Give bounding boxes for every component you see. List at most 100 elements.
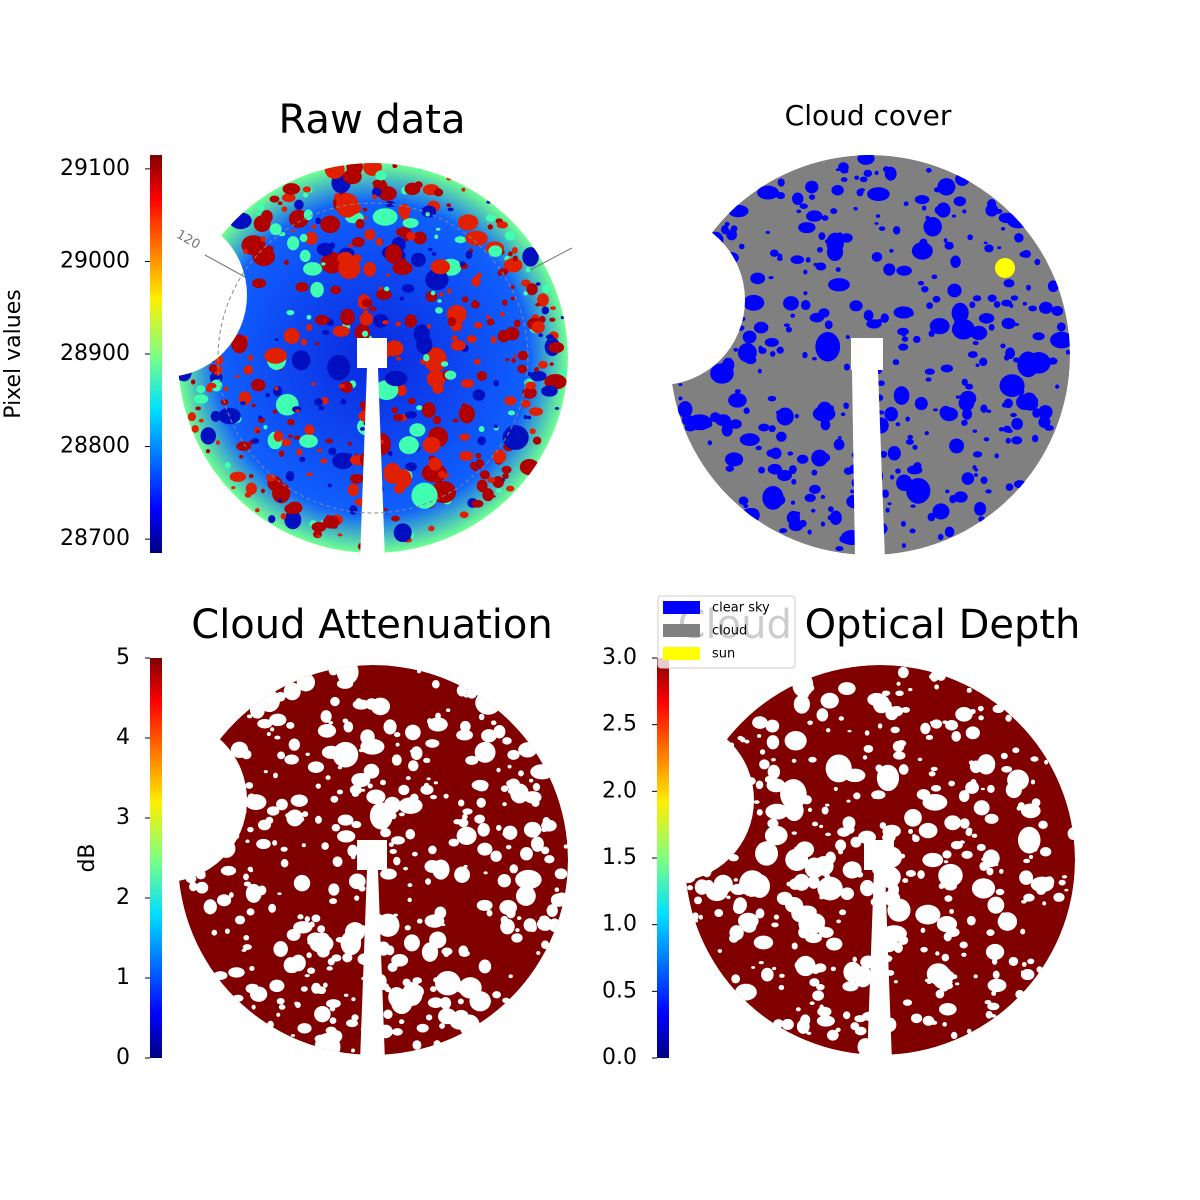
texture-blob xyxy=(518,742,537,758)
texture-blob xyxy=(915,904,941,925)
texture-blob xyxy=(987,784,995,793)
colorbar xyxy=(150,155,162,553)
texture-blob xyxy=(264,347,287,364)
texture-blob xyxy=(852,956,858,963)
texture-blob xyxy=(516,916,522,921)
texture-blob xyxy=(302,186,312,193)
texture-blob xyxy=(522,387,537,399)
texture-blob xyxy=(997,912,1018,931)
texture-blob xyxy=(299,249,311,263)
texture-blob xyxy=(967,351,978,359)
texture-blob xyxy=(757,185,779,200)
texture-blob xyxy=(951,214,957,218)
texture-blob xyxy=(493,424,499,429)
texture-blob xyxy=(937,533,944,541)
texture-blob xyxy=(487,477,496,483)
texture-blob xyxy=(351,821,362,829)
texture-blob xyxy=(799,203,808,209)
texture-blob xyxy=(758,345,763,351)
texture-blob xyxy=(880,450,888,458)
texture-blob xyxy=(987,1002,1000,1011)
texture-blob xyxy=(801,846,809,857)
texture-blob xyxy=(550,893,567,907)
texture-blob xyxy=(938,883,945,889)
texture-blob xyxy=(1067,827,1075,841)
texture-blob xyxy=(395,742,400,747)
texture-blob xyxy=(733,347,739,352)
texture-blob xyxy=(372,179,382,187)
texture-blob xyxy=(817,1006,832,1017)
texture-blob xyxy=(323,515,340,529)
texture-blob xyxy=(326,999,341,1008)
texture-blob xyxy=(363,261,377,277)
texture-blob xyxy=(205,449,211,454)
texture-blob xyxy=(694,896,702,905)
texture-blob xyxy=(291,229,296,233)
texture-blob xyxy=(330,696,340,707)
texture-blob xyxy=(444,370,457,380)
texture-blob xyxy=(368,306,377,312)
texture-blob xyxy=(983,864,990,869)
legend-swatch xyxy=(663,601,700,614)
texture-blob xyxy=(874,222,879,225)
texture-blob xyxy=(510,783,529,804)
texture-blob xyxy=(330,795,339,803)
texture-blob xyxy=(544,855,555,864)
texture-blob xyxy=(430,259,451,275)
texture-blob xyxy=(833,786,838,792)
texture-blob xyxy=(796,209,802,214)
texture-blob xyxy=(903,201,909,207)
texture-blob xyxy=(987,199,997,209)
texture-blob xyxy=(845,825,855,834)
texture-blob xyxy=(245,782,254,789)
texture-blob xyxy=(420,358,426,365)
texture-blob xyxy=(687,885,694,891)
texture-blob xyxy=(1021,392,1037,407)
texture-blob xyxy=(243,248,248,255)
texture-blob xyxy=(423,757,431,763)
texture-blob xyxy=(791,942,798,950)
texture-blob xyxy=(955,706,973,722)
texture-blob xyxy=(485,315,491,320)
texture-blob xyxy=(911,242,933,260)
texture-blob xyxy=(1034,258,1041,266)
texture-blob xyxy=(853,792,861,800)
texture-blob xyxy=(1032,408,1041,418)
texture-blob xyxy=(466,687,478,699)
texture-blob xyxy=(940,364,954,373)
horizon-mask xyxy=(590,718,754,882)
texture-blob xyxy=(838,716,845,721)
texture-blob xyxy=(1013,480,1026,489)
texture-blob xyxy=(901,336,909,342)
texture-blob xyxy=(282,183,301,195)
texture-blob xyxy=(299,233,308,243)
texture-blob xyxy=(962,209,967,214)
texture-blob xyxy=(721,224,729,235)
texture-blob xyxy=(398,436,419,455)
texture-blob xyxy=(427,247,433,252)
texture-blob xyxy=(306,952,312,959)
texture-blob xyxy=(260,236,266,242)
texture-blob xyxy=(414,181,423,189)
texture-blob xyxy=(315,815,322,824)
texture-blob xyxy=(317,925,326,933)
texture-blob xyxy=(1031,434,1039,443)
texture-blob xyxy=(699,420,705,424)
texture-blob xyxy=(452,418,459,423)
texture-blob xyxy=(316,242,333,256)
texture-blob xyxy=(854,175,860,180)
texture-blob xyxy=(459,261,466,266)
texture-blob xyxy=(476,899,493,911)
texture-blob xyxy=(802,351,808,359)
texture-blob xyxy=(821,806,829,815)
texture-blob xyxy=(320,458,328,464)
texture-blob xyxy=(385,340,404,357)
texture-blob xyxy=(453,819,462,825)
texture-blob xyxy=(943,932,952,942)
texture-blob xyxy=(278,231,286,237)
colorbar-label: dB xyxy=(75,843,100,872)
texture-blob xyxy=(1003,398,1013,409)
texture-blob xyxy=(971,833,978,838)
texture-blob xyxy=(986,929,995,936)
texture-blob xyxy=(1038,415,1051,429)
